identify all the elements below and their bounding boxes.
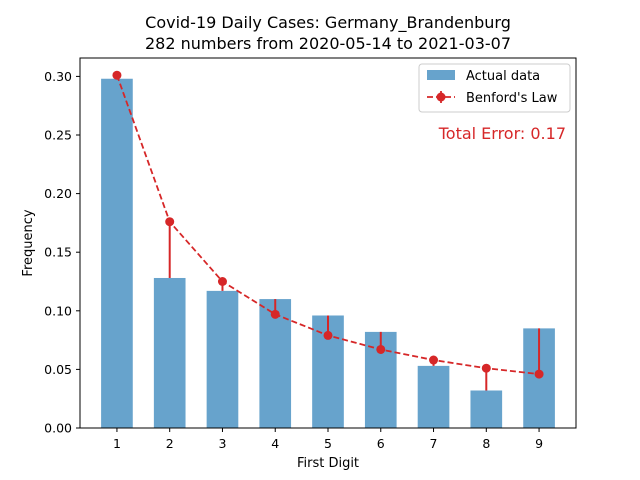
- y-axis-label: Frequency: [21, 209, 36, 276]
- y-tick-label: 0.10: [44, 303, 72, 318]
- bar-digit-1: [101, 78, 133, 428]
- x-tick-label: 2: [166, 436, 174, 451]
- total-error-annotation: Total Error: 0.17: [438, 124, 566, 143]
- legend-swatch-actual: [427, 70, 455, 80]
- benford-marker-digit-9: [534, 369, 544, 379]
- x-tick-label: 8: [482, 436, 490, 451]
- x-tick-label: 4: [271, 436, 279, 451]
- x-tick-label: 3: [218, 436, 226, 451]
- bar-digit-7: [417, 365, 450, 428]
- y-axis-ticks: 0.00 0.05 0.10 0.15 0.20 0.25 0.30: [44, 69, 80, 436]
- x-tick-label: 6: [377, 436, 385, 451]
- y-tick-label: 0.20: [44, 186, 72, 201]
- y-tick-label: 0.30: [44, 69, 72, 84]
- benford-marker-digit-3: [217, 277, 227, 287]
- legend: Actual data Benford's Law: [418, 63, 571, 113]
- x-tick-label: 7: [430, 436, 438, 451]
- bar-digit-3: [206, 290, 239, 428]
- x-tick-label: 1: [113, 436, 121, 451]
- y-tick-label: 0.05: [44, 362, 72, 377]
- benford-marker-digit-1: [112, 70, 122, 80]
- x-tick-label: 9: [535, 436, 543, 451]
- y-tick-label: 0.00: [44, 421, 72, 436]
- benford-marker-digit-7: [429, 355, 439, 365]
- benford-marker-digit-4: [270, 309, 280, 319]
- legend-label-benford: Benford's Law: [466, 91, 558, 106]
- benford-marker-digit-8: [481, 363, 491, 373]
- benford-marker-digit-2: [165, 217, 175, 227]
- benford-marker-digit-5: [323, 330, 333, 340]
- bar-digit-2: [153, 277, 186, 428]
- bar-digit-8: [470, 390, 503, 428]
- legend-swatch-benford-marker: [436, 92, 446, 102]
- x-axis-label: First Digit: [297, 456, 359, 471]
- chart-title: Covid-19 Daily Cases: Germany_Brandenbur…: [145, 13, 511, 33]
- x-tick-label: 5: [324, 436, 332, 451]
- y-tick-label: 0.25: [44, 128, 72, 143]
- x-axis-ticks: 1 2 3 4 5 6 7 8 9: [113, 428, 543, 451]
- benford-marker-digit-6: [376, 344, 386, 354]
- bar-digit-4: [259, 299, 292, 428]
- legend-label-actual: Actual data: [466, 69, 540, 84]
- chart-subtitle: 282 numbers from 2020-05-14 to 2021-03-0…: [145, 34, 511, 53]
- y-tick-label: 0.15: [44, 245, 72, 260]
- legend-box: [418, 63, 571, 113]
- bar-series: [101, 78, 555, 428]
- benford-marker-series: [112, 70, 544, 379]
